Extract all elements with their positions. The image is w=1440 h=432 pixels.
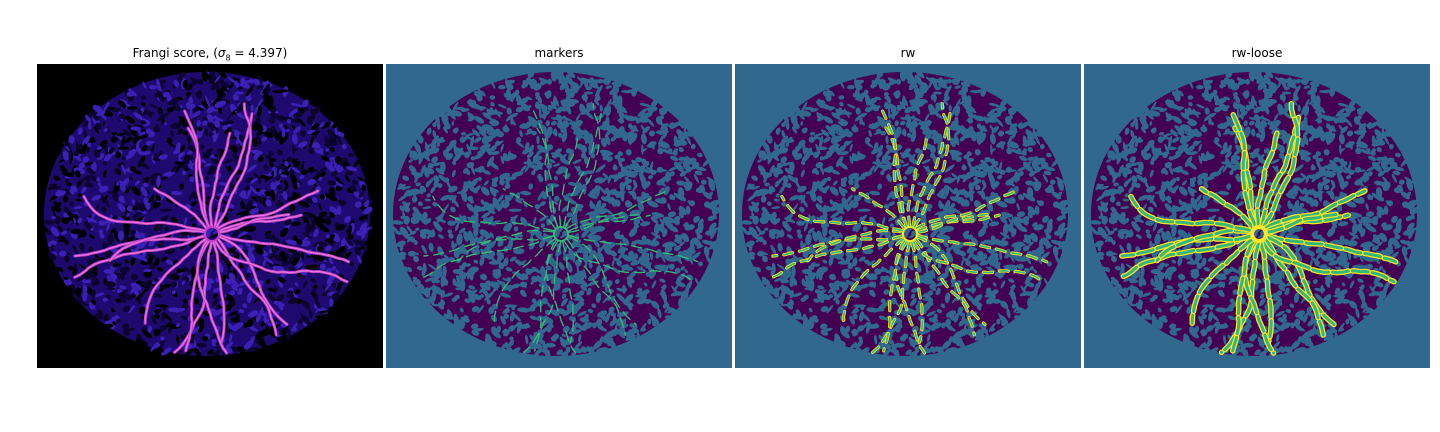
optic-disc [902,226,918,242]
vessel-layer [73,102,351,355]
optic-disc [553,226,569,242]
panel-image-rw-loose [1084,64,1430,368]
rw-loose-image [1084,64,1430,368]
panel-image-frangi [37,64,383,368]
panel-title-rw: rw [900,46,916,60]
vessel-layer [423,103,699,354]
fundus-region [393,72,719,356]
panel-image-rw [735,64,1081,368]
panel-image-markers [386,64,732,368]
panel-title-rw-loose: rw-loose [1231,46,1283,60]
vessel-layer [1118,101,1399,356]
fundus-region [44,72,370,356]
panel-title-frangi: Frangi score, (σ8 = 4.397) [132,46,288,63]
texture-layer [42,70,374,358]
optic-disc [204,226,220,242]
markers-image [386,64,732,368]
panel-title-markers: markers [534,46,584,60]
optic-disc [1250,225,1268,243]
frangi-image [37,64,383,368]
rw-image [735,64,1081,368]
texture-layer [391,70,723,358]
fundus-region [742,72,1068,356]
vessel-layer [771,102,1049,355]
